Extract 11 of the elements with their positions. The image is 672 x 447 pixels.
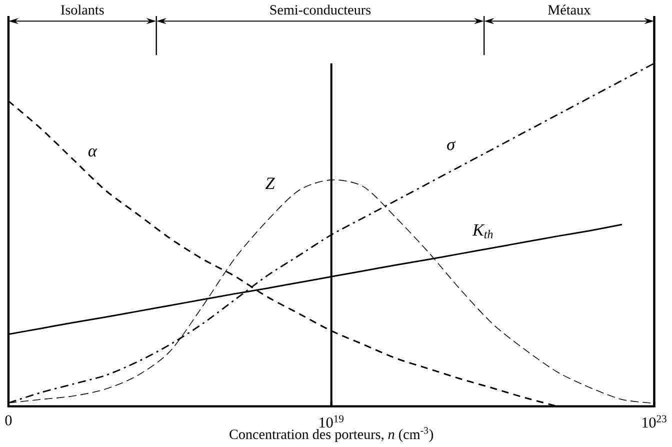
text: Isolants <box>61 4 104 15</box>
series-label: Z <box>265 178 275 190</box>
text: Semi-conducteurs <box>270 4 371 15</box>
x-tick-label: 0 <box>5 415 12 426</box>
x-axis-title: Concentration des porteurs, n (cm$^{-3}$) <box>230 427 434 442</box>
series-label: σ <box>447 141 456 150</box>
series-label: α <box>88 148 98 157</box>
x-tick-label: 10$^{23}$ <box>642 415 666 428</box>
text: Métaux <box>548 4 591 15</box>
x-tick-label: 10$^{19}$ <box>320 415 344 428</box>
series-label: K$_{th}$ <box>472 224 493 239</box>
